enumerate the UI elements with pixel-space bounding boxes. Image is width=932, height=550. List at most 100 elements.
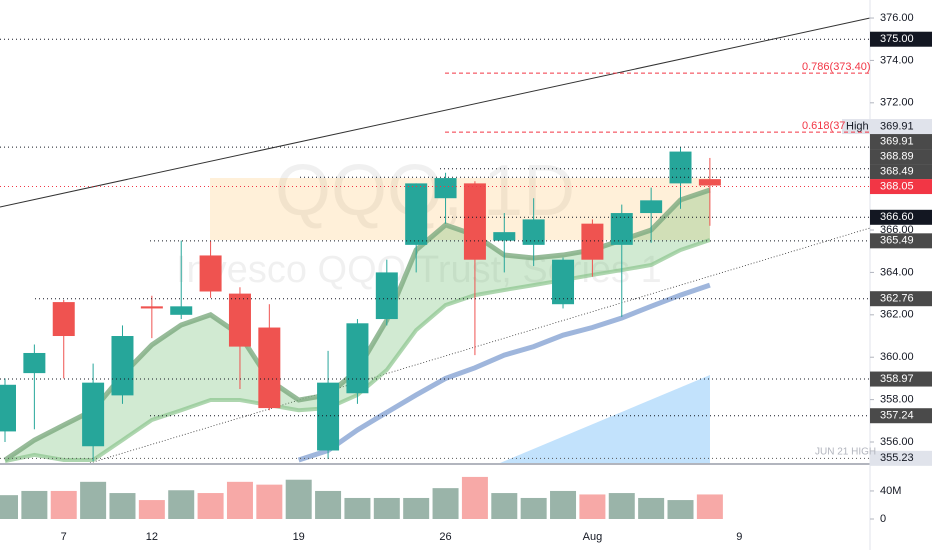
volume-bar <box>344 497 371 519</box>
candle-body <box>170 306 193 315</box>
volume-profile-area <box>500 375 710 463</box>
y2-tick-label: 40M <box>880 485 901 497</box>
candle-body <box>375 272 398 320</box>
y-tick-label: 358.00 <box>880 394 914 406</box>
level-label: 369.91 <box>880 135 914 147</box>
y-tick-label: 366.00 <box>880 224 914 236</box>
candle-body <box>346 323 369 394</box>
level-label: 362.76 <box>880 293 914 305</box>
candle-body <box>52 302 75 337</box>
volume-bar <box>432 488 459 519</box>
candle-body <box>82 382 105 447</box>
volume-bar <box>50 490 77 519</box>
volume-bar <box>315 490 342 519</box>
trend-line-dotted <box>89 227 871 464</box>
candle-body <box>140 306 163 309</box>
candle-body <box>493 232 516 241</box>
level-label: 368.49 <box>880 165 914 177</box>
y-tick-label: 360.00 <box>880 351 914 363</box>
candle-body <box>610 213 633 245</box>
level-tag: High <box>846 120 869 132</box>
annotation: JUN 21 HIGH <box>815 447 876 458</box>
volume-bar <box>373 497 400 519</box>
candle-body <box>522 219 545 245</box>
x-tick-label: 26 <box>439 531 451 543</box>
y-tick-label: 374.00 <box>880 54 914 66</box>
candle-body <box>258 327 281 409</box>
level-label-box <box>870 233 932 249</box>
y-tick-label: 376.00 <box>880 12 914 24</box>
volume-bar <box>21 490 48 519</box>
x-tick-label: 19 <box>293 531 305 543</box>
volume-bar <box>285 479 312 519</box>
level-label-box <box>870 179 932 195</box>
volume-bar <box>667 500 694 519</box>
level-label-box <box>870 291 932 307</box>
candle-body <box>463 183 486 260</box>
level-label: 375.00 <box>880 33 914 45</box>
candle-body <box>199 255 222 292</box>
volume-bar <box>109 493 136 519</box>
volume-bar <box>138 500 165 519</box>
candle-body <box>434 178 457 199</box>
candle-body <box>669 151 692 184</box>
y-tick-label: 372.00 <box>880 97 914 109</box>
ribbon-area <box>5 189 710 462</box>
volume-bar <box>696 494 723 519</box>
level-label: 365.49 <box>880 235 914 247</box>
volume-bar <box>80 481 107 519</box>
level-label: 357.24 <box>880 410 914 422</box>
trend-line <box>0 17 871 208</box>
level-label: 368.05 <box>880 180 914 192</box>
level-label: 368.89 <box>880 150 914 162</box>
volume-bar <box>0 495 18 519</box>
candle-body <box>698 179 721 186</box>
volume-bar <box>491 493 518 519</box>
x-tick-label: 9 <box>736 531 742 543</box>
watermark-subtitle: Invesco QQQ Trust, Series 1 <box>176 249 662 291</box>
volume-bar <box>461 476 488 519</box>
candle-body <box>0 384 16 432</box>
volume-bar <box>403 497 430 519</box>
price-pane <box>0 147 721 463</box>
volume-bar <box>226 481 253 519</box>
candle-body <box>581 223 604 260</box>
candle-body <box>552 259 575 305</box>
level-label: 369.91 <box>880 120 914 132</box>
level-label-box <box>870 164 932 180</box>
level-label-box <box>870 119 932 135</box>
fib-label: 0.618(37 <box>802 120 845 132</box>
level-label-box <box>870 134 932 150</box>
level-label: 366.60 <box>880 211 914 223</box>
x-tick-label: Aug <box>583 531 603 543</box>
level-label-box <box>870 31 932 47</box>
candle-body <box>111 336 134 396</box>
candle-body <box>317 382 340 451</box>
volume-bar <box>638 497 665 519</box>
volume-bar <box>608 493 635 519</box>
x-tick-label: 7 <box>61 531 67 543</box>
fib-label: 0.786(373.40) <box>802 61 871 73</box>
candle-body <box>228 293 251 347</box>
level-label-box <box>870 209 932 225</box>
level-label: 355.23 <box>880 452 914 464</box>
candle-body <box>23 352 46 374</box>
volume-bar <box>550 490 577 519</box>
candle-body <box>405 183 428 245</box>
candle-body <box>640 200 663 214</box>
x-tick-label: 12 <box>146 531 158 543</box>
level-label: 358.97 <box>880 373 914 385</box>
level-label-box <box>870 149 932 165</box>
level-tag-box <box>842 119 870 135</box>
volume-bar <box>197 493 224 519</box>
level-label-box <box>870 450 932 466</box>
level-label-box <box>870 371 932 387</box>
volume-bar <box>520 497 547 519</box>
volume-bar <box>256 484 283 519</box>
volume-bar <box>168 490 195 519</box>
moving-average <box>297 282 711 463</box>
volume-bar <box>579 494 606 519</box>
y-tick-label: 356.00 <box>880 436 914 448</box>
y2-tick-label: 0 <box>880 513 886 525</box>
